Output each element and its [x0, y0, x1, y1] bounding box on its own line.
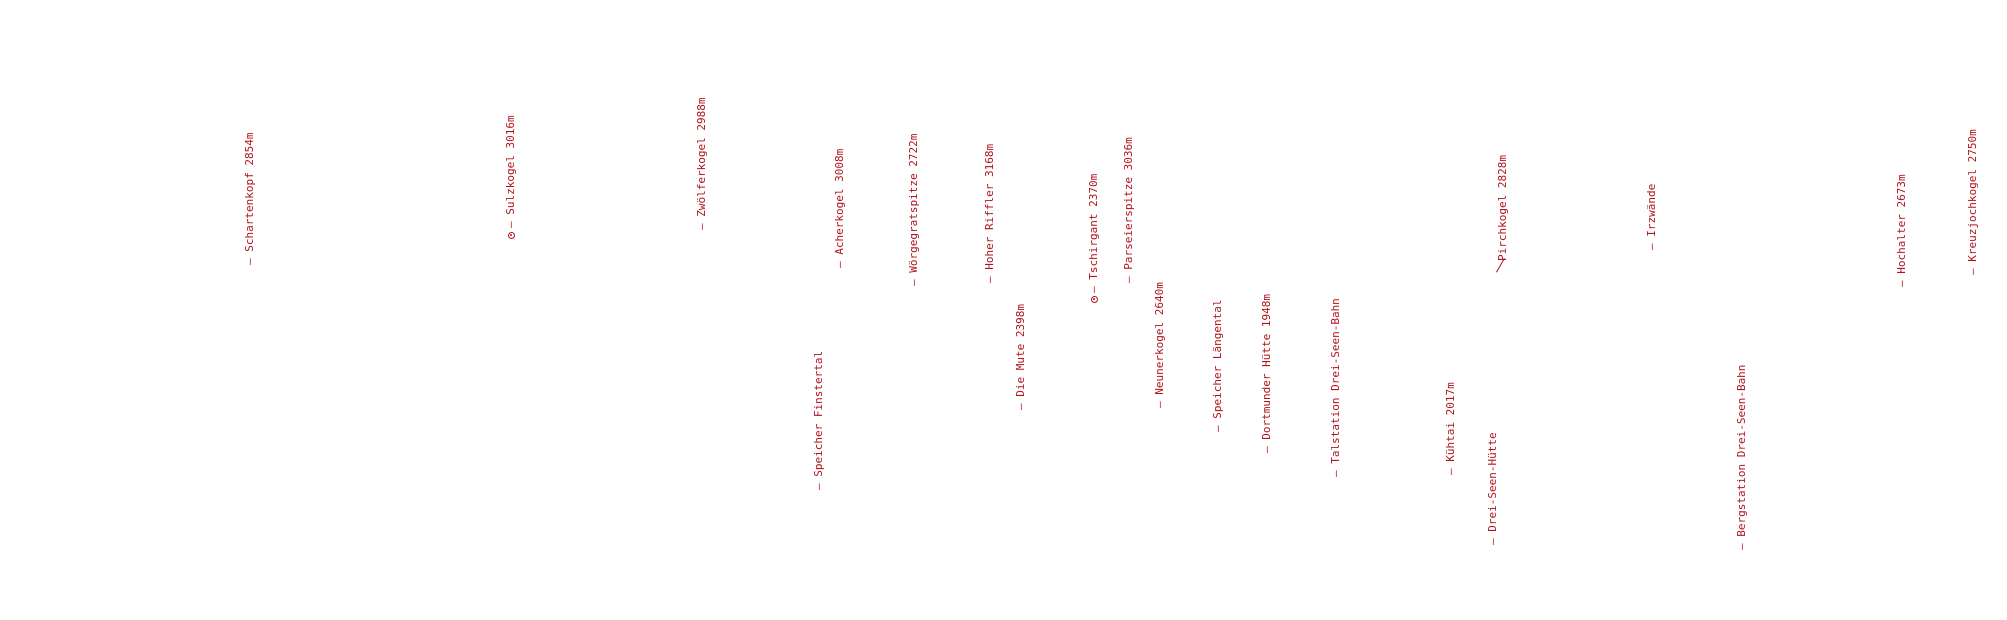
label-zwoelferkogel: — Zwölferkogel 2988m: [695, 97, 708, 230]
label-drei-seen-huette: — Drei-Seen-Hütte: [1486, 432, 1499, 545]
label-hoher-riffler: — Hoher Riffler 3168m: [983, 143, 996, 283]
label-parseierspitze: — Parseierspitze 3036m: [1122, 137, 1135, 283]
label-kuehtai: — Kühtai 2017m: [1444, 382, 1457, 475]
label-pirchkogel: Pirchkogel 2828m: [1496, 155, 1509, 261]
label-neunerkogel: — Neunerkogel 2640m: [1153, 282, 1166, 408]
label-hochalter: — Hochalter 2673m: [1895, 174, 1908, 287]
label-woergegratspitze: — Wörgegratspitze 2722m: [907, 133, 920, 286]
label-kreuzjochkogel: — Kreuzjochkogel 2750m: [1966, 129, 1979, 275]
tschirgant-marker-icon: [1090, 295, 1098, 303]
label-acherkogel: — Acherkogel 3008m: [833, 148, 846, 268]
label-speicher-laengental: — Speicher Längental: [1211, 299, 1224, 432]
label-die-mute: — Die Mute 2398m: [1014, 304, 1027, 410]
label-speicher-finstertal: — Speicher Finstertal: [812, 350, 825, 490]
label-dortmunder-huette: — Dortmunder Hütte 1948m: [1260, 294, 1273, 453]
sulzkogel-marker-icon: [507, 231, 515, 239]
label-talstation-drei-seen-bahn: — Talstation Drei-Seen-Bahn: [1329, 298, 1342, 477]
label-tschirgant: — Tschirgant 2370m: [1087, 173, 1100, 293]
label-sulzkogel: — Sulzkogel 3016m: [504, 115, 517, 228]
label-bergstation-drei-seen-bahn: — Bergstation Drei-Seen-Bahn: [1735, 364, 1748, 550]
label-schartenkopf: — Schartenkopf 2854m: [243, 132, 256, 265]
label-irzwaende: — Irzwände: [1645, 183, 1658, 250]
